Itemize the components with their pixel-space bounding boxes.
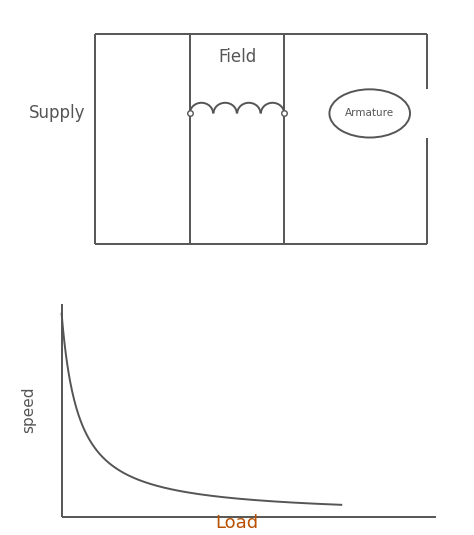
Text: Field: Field <box>218 48 256 66</box>
Text: Load: Load <box>216 515 258 532</box>
Text: Armature: Armature <box>345 109 394 118</box>
Text: speed: speed <box>21 386 36 432</box>
Text: Supply: Supply <box>28 104 85 123</box>
